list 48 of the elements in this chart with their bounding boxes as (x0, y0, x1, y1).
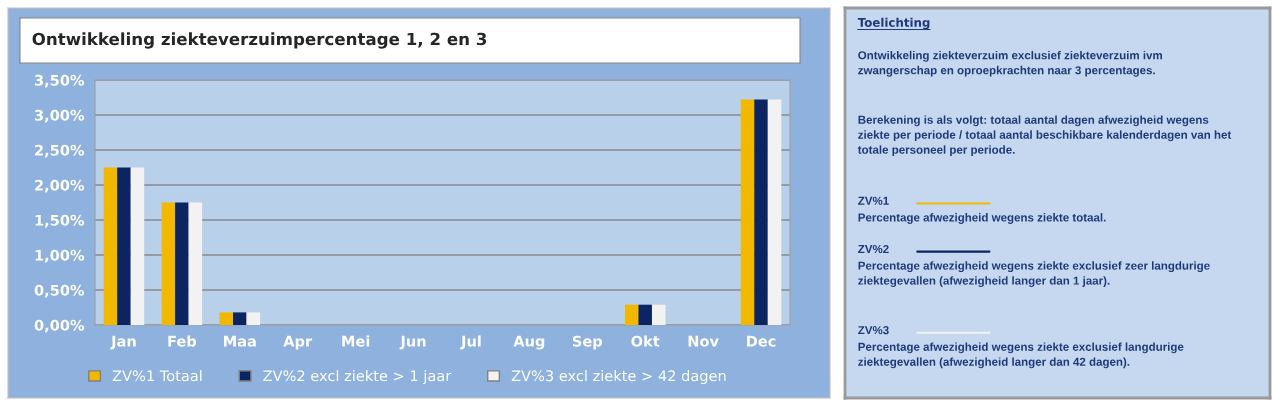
x-tick-label: Jan (110, 335, 136, 350)
x-tick-label: Jun (399, 335, 426, 350)
x-tick-label: Jul (460, 335, 481, 350)
legend-label: ZV%2 excl ziekte > 1 jaar (263, 369, 452, 385)
text: Berekening is als volgt: totaal aantal dagen afwezigheid wegens ziekte per periode / totaal aantal beschikbare kalenderdagen van het totale personeel per periode. (857, 115, 1232, 157)
bar (754, 99, 768, 325)
x-tick-label: Sep (572, 335, 603, 350)
bar (233, 312, 247, 325)
bar (175, 202, 189, 325)
bar (117, 167, 131, 325)
x-tick-label: Apr (283, 335, 313, 350)
chart-title: Ontwikkeling ziekteverzuimpercentage 1, 2 en 3 (32, 32, 487, 49)
bar (130, 167, 145, 325)
legend-label: ZV%3 excl ziekte > 42 dagen (511, 369, 726, 385)
y-tick-label: 2,50% (35, 144, 85, 158)
x-tick-label: Dec (747, 335, 776, 347)
text: ZV%1 (858, 196, 889, 205)
y-tick-label: 2,00% (35, 179, 85, 193)
bar (767, 99, 782, 325)
text: ZV%3 (858, 326, 889, 335)
text: Percentage afwezigheid wegens ziekte totaal. (858, 213, 1106, 224)
x-tick-label: Maa (224, 335, 256, 347)
bar (246, 312, 261, 325)
x-tick-label: Aug (513, 335, 545, 350)
text: Toelichting (857, 17, 930, 30)
bar (740, 99, 755, 325)
bar (651, 304, 666, 325)
legend-label: ZV%1 Totaal (112, 369, 202, 382)
text: Percentage afwezigheid wegens ziekte exclusief langdurige ziektegevallen (afwezigheid langer dan 42 dagen). (858, 342, 1184, 369)
bar (188, 202, 203, 325)
x-tick-label: Nov (688, 335, 719, 347)
y-tick-label: 1,00% (35, 249, 85, 263)
bar (161, 202, 176, 325)
bar (219, 312, 234, 325)
x-tick-label: Mei (342, 335, 370, 347)
y-tick-label: 0,00% (34, 319, 85, 333)
bar (638, 304, 652, 325)
y-tick-label: 3,50% (34, 74, 85, 88)
text: ZV%2 (858, 244, 889, 254)
y-tick-label: 3,00% (34, 109, 85, 123)
text: Percentage afwezigheid wegens ziekte exclusief zeer langdurige ziektegevallen (afwezigheid langer dan 1 jaar). (858, 261, 1210, 288)
x-tick-label: Feb (168, 335, 197, 347)
y-tick-label: 0,50% (34, 284, 85, 298)
x-tick-label: Okt (631, 335, 660, 347)
bar (624, 304, 639, 325)
bar (103, 167, 118, 325)
y-tick-label: 1,50% (35, 214, 85, 228)
text: Ontwikkeling ziekteverzuim exclusief ziekteverzuim ivm zwangerschap en oproepkrachten naar 3 percentages. (858, 50, 1162, 77)
